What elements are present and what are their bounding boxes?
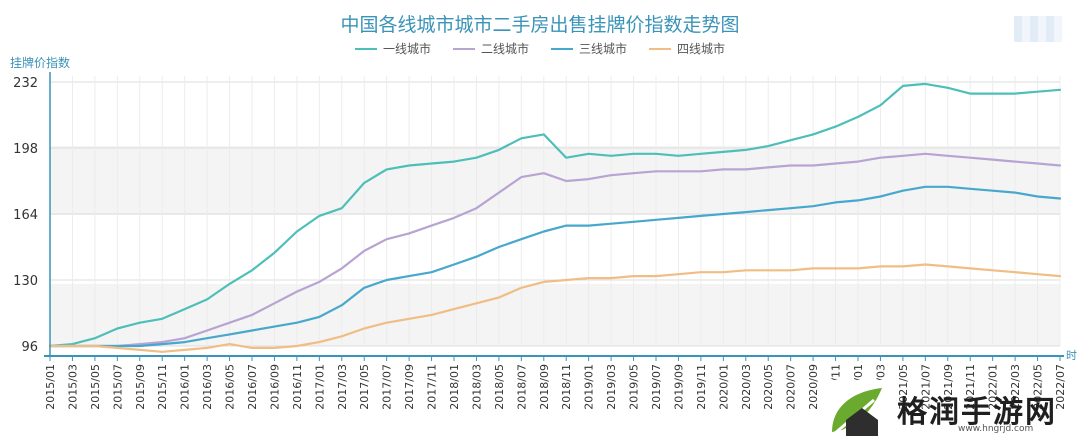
y-tick-label: 164 bbox=[13, 208, 38, 223]
x-tick-label: 2017/11 bbox=[426, 364, 439, 410]
series-line-1 bbox=[48, 82, 1062, 348]
legend-swatch-tier3 bbox=[551, 47, 573, 50]
x-tick-label: 2017/01 bbox=[313, 364, 326, 410]
x-tick-label: 2020/05 bbox=[762, 364, 775, 410]
x-tick-labels: 2015/01 2015/03 2015/05 2015/07 2015/09 2015/… bbox=[44, 364, 1067, 410]
x-tick-label: 2020/07 bbox=[785, 364, 798, 410]
legend-label-tier4: 四线城市 bbox=[677, 42, 726, 56]
x-tick-label: 2018/01 bbox=[448, 364, 461, 410]
x-tick-label: 2022/01 bbox=[987, 364, 1000, 410]
legend-label-tier2: 二线城市 bbox=[480, 42, 529, 56]
x-tick-label: 2017/09 bbox=[403, 364, 416, 410]
y-tick-label: 232 bbox=[13, 76, 38, 91]
x-tick-label: 2015/05 bbox=[89, 364, 102, 410]
x-tick-label: 2015/07 bbox=[111, 364, 124, 410]
y-axis-label: 挂牌价指数 bbox=[10, 56, 71, 70]
legend-label-tier3: 三线城市 bbox=[579, 42, 628, 56]
x-tick-label: 2018/07 bbox=[515, 364, 528, 410]
legend-item-tier2[interactable]: 二线城市 bbox=[452, 40, 529, 57]
x-tick-label: 2020/09 bbox=[807, 364, 820, 410]
legend-item-tier4[interactable]: 四线城市 bbox=[649, 40, 725, 57]
legend-item-tier1[interactable]: 一线城市 bbox=[354, 40, 431, 57]
x-tick-label: 2019/01 bbox=[583, 364, 596, 410]
x-tick-label: 2018/05 bbox=[493, 364, 506, 410]
legend-swatch-tier2 bbox=[452, 47, 475, 50]
x-tick-label: 2020/03 bbox=[740, 364, 753, 410]
x-tick-label: 2017/03 bbox=[336, 364, 349, 410]
x-tick-label: 2019/11 bbox=[695, 364, 708, 410]
x-tick-label: 2017/05 bbox=[358, 364, 371, 410]
x-tick-label: 2016/03 bbox=[201, 364, 214, 410]
legend-swatch-tier4 bbox=[649, 47, 672, 50]
x-tick-label: 2021/11 bbox=[964, 364, 977, 410]
x-axis-label: 时 bbox=[1066, 349, 1077, 362]
legend-item-tier3[interactable]: 三线城市 bbox=[551, 40, 627, 57]
house-leaf-icon bbox=[826, 380, 890, 442]
logo-url: www.hngrjd.com bbox=[958, 424, 1034, 434]
chart-title: 中国各线城市城市二手房出售挂牌价指数走势图 bbox=[340, 14, 740, 36]
x-tick-label: 2019/05 bbox=[628, 364, 641, 410]
series-line-2 bbox=[48, 152, 1062, 348]
blurred-watermark bbox=[1014, 16, 1062, 42]
x-tick-label: 2018/03 bbox=[470, 364, 483, 410]
logo-text: 格润手游网 bbox=[897, 395, 1057, 430]
x-grid-lines bbox=[49, 76, 1061, 361]
x-tick-label: 2017/07 bbox=[381, 364, 394, 410]
x-tick-label: 2018/09 bbox=[538, 364, 551, 410]
y-tick-label: 96 bbox=[21, 340, 38, 355]
y-tick-label: 130 bbox=[13, 274, 38, 289]
x-tick-label: 2015/11 bbox=[156, 364, 169, 410]
x-tick-label: 2018/11 bbox=[560, 364, 573, 410]
x-tick-label: 2016/11 bbox=[291, 364, 304, 410]
x-tick-label: 2022/07 bbox=[1054, 364, 1067, 410]
x-tick-label: 2019/09 bbox=[672, 364, 685, 410]
x-tick-label: 2016/05 bbox=[224, 364, 237, 410]
site-logo: 格润手游网 www.hngrjd.com bbox=[826, 380, 1076, 442]
x-tick-label: 2016/09 bbox=[268, 364, 281, 410]
x-tick-label: 2019/03 bbox=[605, 364, 618, 410]
x-tick-label: 2015/09 bbox=[134, 364, 147, 410]
x-tick-label: 2021/05 bbox=[897, 364, 910, 410]
x-tick-label: 2022/05 bbox=[1032, 364, 1045, 410]
series-line-4 bbox=[48, 263, 1062, 353]
x-tick-label: 2019/07 bbox=[650, 364, 663, 410]
x-tick-label: 2016/07 bbox=[246, 364, 259, 410]
legend-label-tier1: 一线城市 bbox=[382, 42, 431, 56]
y-tick-label: 198 bbox=[13, 142, 38, 157]
plot-band-lower bbox=[50, 284, 1060, 346]
x-tick-label: 2022/03 bbox=[1009, 364, 1022, 410]
x-tick-label: 2016/01 bbox=[179, 364, 192, 410]
x-tick-label: 2021/07 bbox=[919, 364, 932, 410]
legend-swatch-tier1 bbox=[354, 47, 377, 50]
series-line-3 bbox=[48, 185, 1062, 348]
series-lines bbox=[48, 82, 1062, 353]
x-tick-label: 2020/01 bbox=[717, 364, 730, 410]
legend: 一线城市 二线城市 三线城市 四线城市 bbox=[0, 40, 1080, 57]
x-tick-label: 2021/09 bbox=[942, 364, 955, 410]
y-tick-labels: 96 130 164 198 232 bbox=[13, 76, 38, 355]
x-tick-label: 2015/03 bbox=[66, 364, 79, 410]
x-tick-label: 2015/01 bbox=[44, 364, 57, 410]
